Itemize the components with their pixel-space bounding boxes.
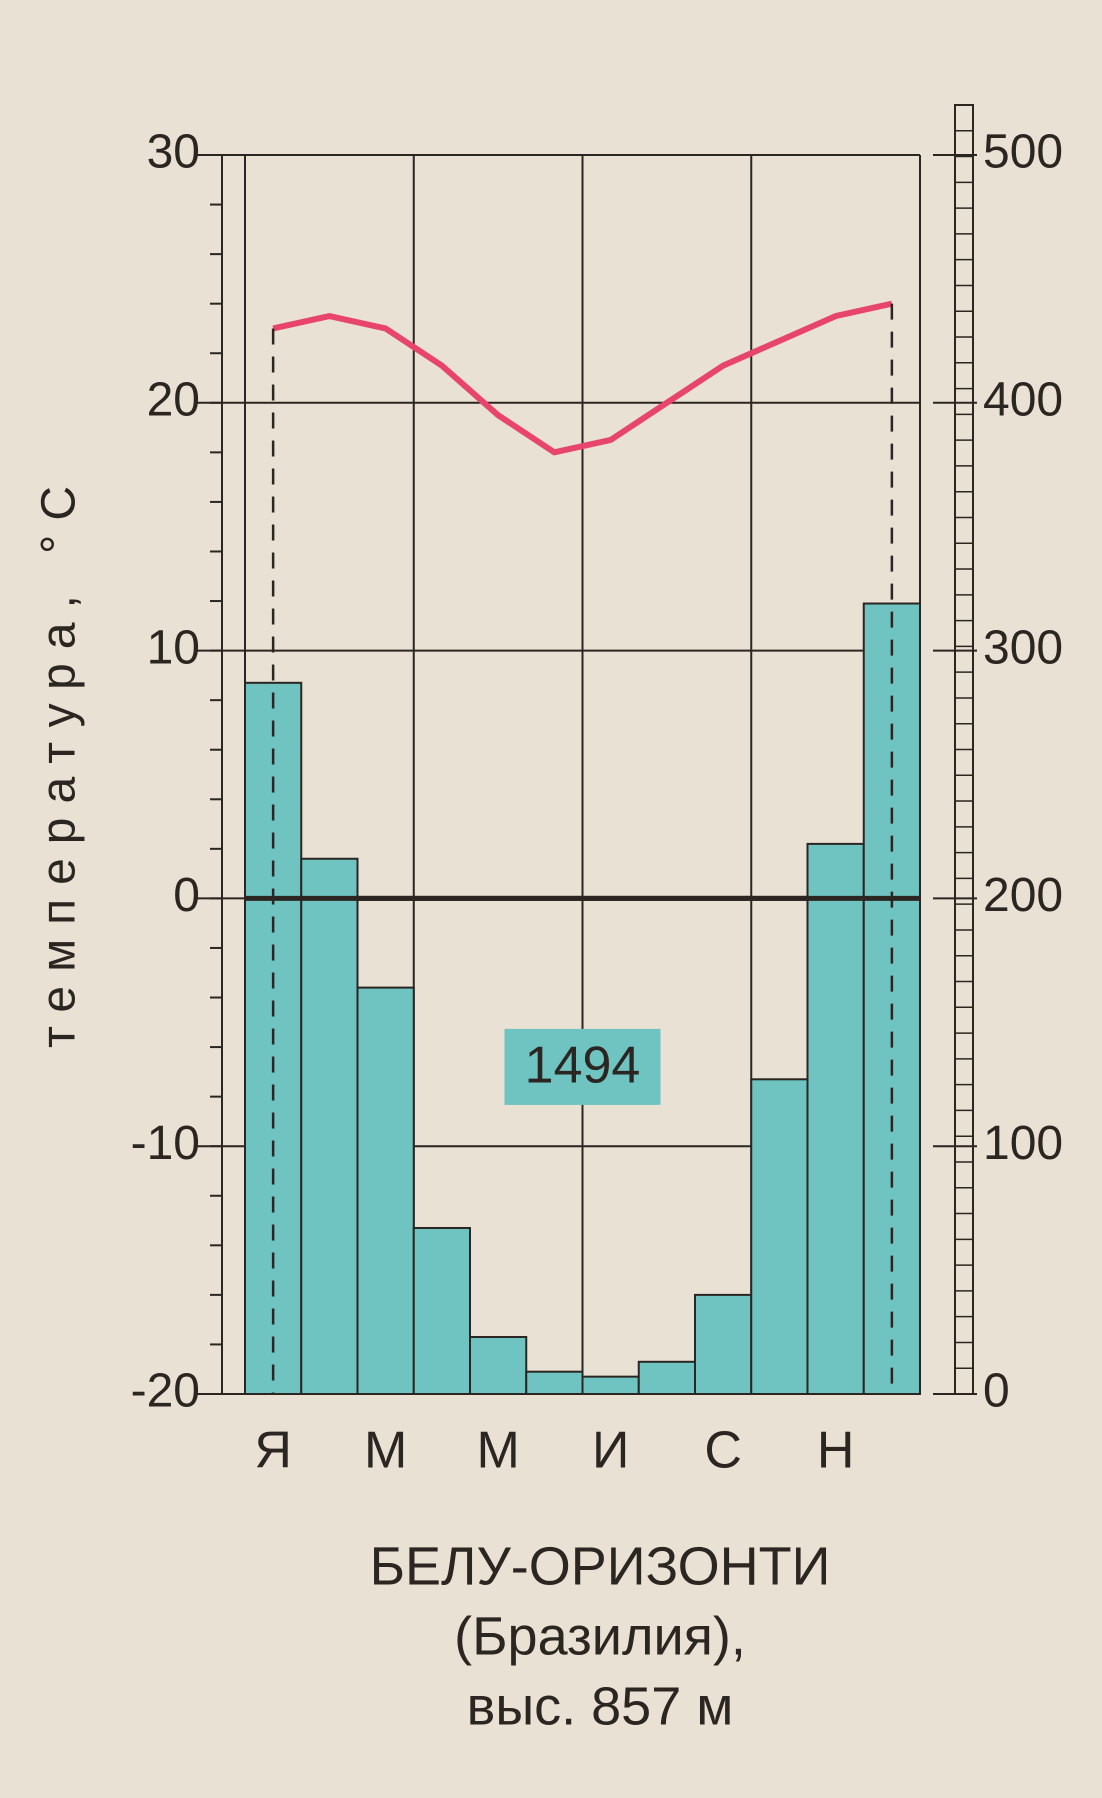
precipitation-bar (525, 1370, 584, 1395)
y2-tick-label: 0 (983, 1365, 1010, 1418)
precipitation-bar (862, 602, 921, 1395)
precipitation-bar (637, 1360, 696, 1396)
precipitation-bar (806, 842, 865, 1395)
precipitation-bar (300, 857, 359, 1395)
temperature-line (272, 300, 893, 456)
y-tick-label: 0 (173, 869, 200, 922)
x-tick-label: С (704, 1422, 742, 1480)
caption: БЕЛУ-ОРИЗОНТИ (370, 1536, 831, 1596)
x-tick-label: М (364, 1422, 407, 1480)
precipitation-bar (750, 1078, 809, 1395)
y-tick-label: 20 (147, 373, 200, 426)
precipitation-bar (694, 1293, 753, 1396)
annotation-box (504, 1028, 661, 1105)
precipitation-bar (356, 986, 415, 1395)
y-tick-label: 10 (147, 621, 200, 674)
caption: (Бразилия), (454, 1606, 746, 1666)
y-axis-label: температура, °С (33, 472, 86, 1048)
annotation: 1494 (525, 1037, 641, 1095)
y2-tick-label: 200 (983, 869, 1063, 922)
y2-tick-label: 500 (983, 126, 1063, 179)
y-tick-label: -20 (131, 1365, 200, 1418)
x-tick-label: И (592, 1422, 629, 1480)
precipitation-bar (469, 1336, 528, 1395)
x-tick-label: Н (817, 1422, 855, 1480)
precipitation-bar (581, 1375, 640, 1396)
y-tick-label: -10 (131, 1117, 200, 1170)
y2-tick-label: 300 (983, 621, 1063, 674)
precipitation-bar (244, 681, 303, 1395)
y2-tick-label: 100 (983, 1117, 1063, 1170)
caption: выс. 857 м (467, 1676, 734, 1736)
x-tick-label: М (476, 1422, 519, 1480)
y2-tick-label: 400 (983, 373, 1063, 426)
precipitation-bar (412, 1226, 471, 1395)
x-tick-label: Я (254, 1422, 292, 1480)
y-tick-label: 30 (147, 126, 200, 179)
